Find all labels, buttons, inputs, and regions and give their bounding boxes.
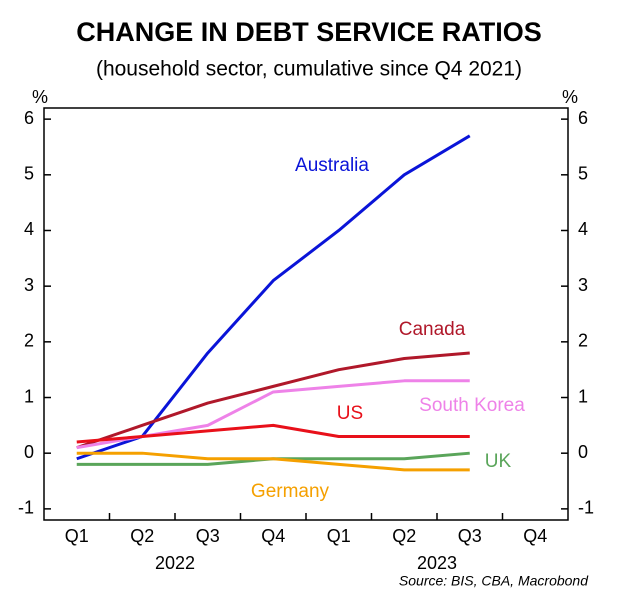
- y-tick-label: -1: [18, 498, 34, 518]
- series-label: UK: [485, 451, 512, 472]
- y-tick-label: 5: [24, 164, 34, 184]
- series-label: Canada: [399, 319, 466, 340]
- series-label: US: [337, 403, 363, 424]
- y2-tick-label: 6: [578, 108, 588, 128]
- x-tick-label: Q2: [130, 526, 154, 546]
- y-tick-label: 1: [24, 386, 34, 406]
- x-tick-label: Q3: [196, 526, 220, 546]
- y-unit-right: %: [562, 87, 578, 107]
- x-tick-label: Q1: [327, 526, 351, 546]
- series-line: [76, 351, 470, 450]
- series-label: South Korea: [419, 395, 525, 416]
- x-tick-label: Q4: [261, 526, 285, 546]
- year-label: 2023: [417, 553, 457, 573]
- y-tick-label: 3: [24, 275, 34, 295]
- y-tick-label: 2: [24, 331, 34, 351]
- x-tick-label: Q4: [523, 526, 547, 546]
- y-tick-label: 4: [24, 219, 34, 239]
- series-label: Australia: [295, 155, 369, 176]
- series-label: Germany: [251, 481, 330, 502]
- y-unit-left: %: [32, 87, 48, 107]
- y-tick-label: 6: [24, 108, 34, 128]
- chart-subtitle: (household sector, cumulative since Q4 2…: [96, 58, 522, 81]
- y2-tick-label: 2: [578, 331, 588, 351]
- source: Source: BIS, CBA, Macrobond: [399, 573, 589, 589]
- y2-tick-label: 5: [578, 164, 588, 184]
- year-label: 2022: [155, 553, 195, 573]
- y2-tick-label: -1: [578, 498, 594, 518]
- y2-tick-label: 1: [578, 386, 588, 406]
- y2-tick-label: 0: [578, 442, 588, 462]
- x-tick-label: Q2: [392, 526, 416, 546]
- y2-tick-label: 3: [578, 275, 588, 295]
- chart-title: CHANGE IN DEBT SERVICE RATIOS: [76, 17, 542, 47]
- x-tick-label: Q1: [65, 526, 89, 546]
- series-line: [76, 451, 470, 472]
- x-tick-label: Q3: [458, 526, 482, 546]
- y-tick-label: 0: [24, 442, 34, 462]
- y2-tick-label: 4: [578, 219, 588, 239]
- series-line: [76, 423, 470, 444]
- series-line: [76, 134, 471, 461]
